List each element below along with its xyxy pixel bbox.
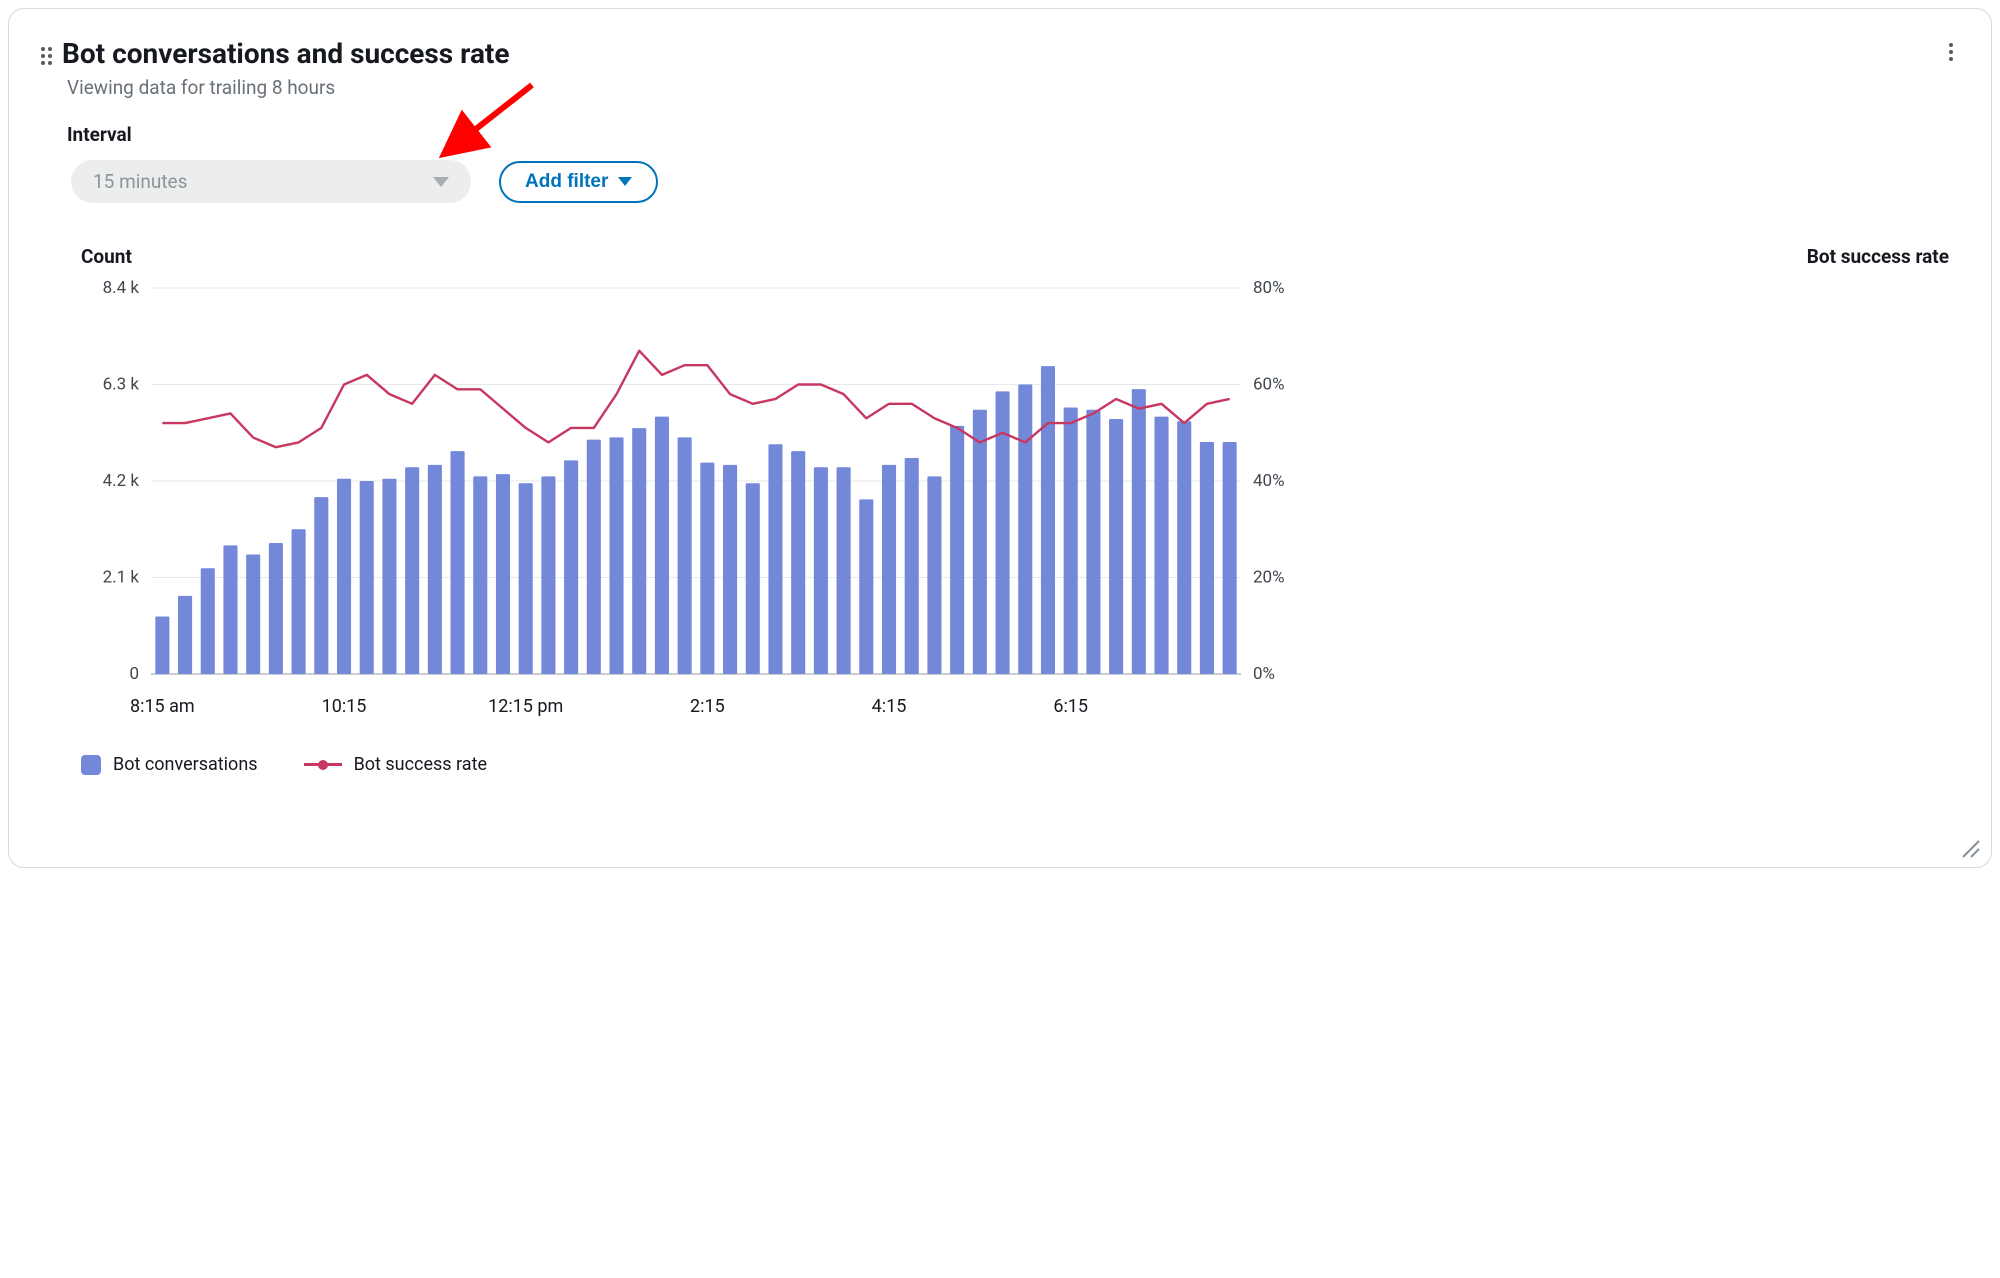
svg-text:4.2 k: 4.2 k bbox=[103, 471, 140, 491]
svg-text:10:15: 10:15 bbox=[322, 696, 367, 717]
chart-container: Count Bot success rate 0 2.1 k 4.2 k 6.3 k 8… bbox=[81, 245, 1949, 728]
more-menu-icon[interactable] bbox=[1943, 37, 1959, 67]
svg-text:8.4 k: 8.4 k bbox=[103, 278, 140, 298]
svg-text:8:15 am: 8:15 am bbox=[130, 696, 195, 717]
add-filter-button[interactable]: Add filter bbox=[499, 161, 658, 203]
controls-row: 15 minutes Add filter bbox=[71, 160, 1959, 203]
card-subtitle: Viewing data for trailing 8 hours bbox=[67, 76, 1959, 99]
svg-text:0%: 0% bbox=[1253, 664, 1275, 684]
svg-text:80%: 80% bbox=[1253, 278, 1285, 298]
svg-text:2:15: 2:15 bbox=[690, 696, 725, 717]
svg-text:20%: 20% bbox=[1253, 568, 1285, 588]
interval-select-value: 15 minutes bbox=[93, 170, 187, 193]
legend-item-line: Bot success rate bbox=[304, 754, 487, 775]
resize-handle-icon[interactable] bbox=[1959, 837, 1981, 859]
svg-text:60%: 60% bbox=[1253, 375, 1285, 395]
left-axis-title: Count bbox=[81, 245, 132, 268]
svg-text:12:15 pm: 12:15 pm bbox=[488, 696, 563, 717]
legend-swatch-line bbox=[304, 763, 342, 766]
card-header: Bot conversations and success rate bbox=[41, 37, 1959, 70]
header-left: Bot conversations and success rate bbox=[41, 37, 510, 70]
chevron-down-icon bbox=[618, 177, 632, 186]
dashboard-card: Bot conversations and success rate Viewi… bbox=[8, 8, 1992, 868]
chevron-down-icon bbox=[433, 177, 449, 187]
svg-text:2.1 k: 2.1 k bbox=[103, 568, 140, 588]
svg-text:40%: 40% bbox=[1253, 471, 1285, 491]
right-axis-title: Bot success rate bbox=[1807, 245, 1949, 268]
svg-text:4:15: 4:15 bbox=[872, 696, 907, 717]
drag-handle-icon[interactable] bbox=[41, 47, 52, 65]
svg-text:0: 0 bbox=[129, 664, 139, 684]
legend: Bot conversations Bot success rate bbox=[81, 754, 1959, 775]
interval-label: Interval bbox=[67, 123, 1959, 146]
legend-item-bars: Bot conversations bbox=[81, 754, 258, 775]
legend-bar-label: Bot conversations bbox=[113, 754, 258, 775]
interval-select[interactable]: 15 minutes bbox=[71, 160, 471, 203]
svg-text:6.3 k: 6.3 k bbox=[103, 375, 140, 395]
add-filter-label: Add filter bbox=[525, 171, 608, 193]
legend-line-label: Bot success rate bbox=[354, 754, 487, 775]
svg-text:6:15: 6:15 bbox=[1053, 696, 1088, 717]
card-title: Bot conversations and success rate bbox=[62, 37, 510, 70]
legend-swatch-bar bbox=[81, 755, 101, 775]
combo-chart: 0 2.1 k 4.2 k 6.3 k 8.4 k 0% 20% 40% 60% 80% 8:15 … bbox=[81, 274, 1311, 724]
